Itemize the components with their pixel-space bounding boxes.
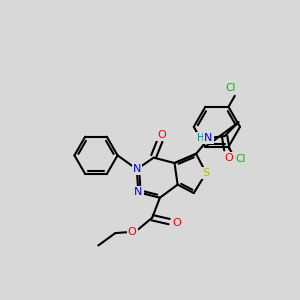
Text: O: O (128, 227, 136, 237)
Text: S: S (202, 168, 210, 178)
Text: O: O (172, 218, 181, 228)
Text: N: N (204, 133, 213, 142)
Text: H: H (197, 133, 204, 142)
Text: N: N (133, 164, 141, 174)
Text: N: N (134, 187, 142, 197)
Text: O: O (225, 153, 234, 163)
Text: Cl: Cl (236, 154, 246, 164)
Text: Cl: Cl (226, 83, 236, 93)
Text: O: O (157, 130, 166, 140)
